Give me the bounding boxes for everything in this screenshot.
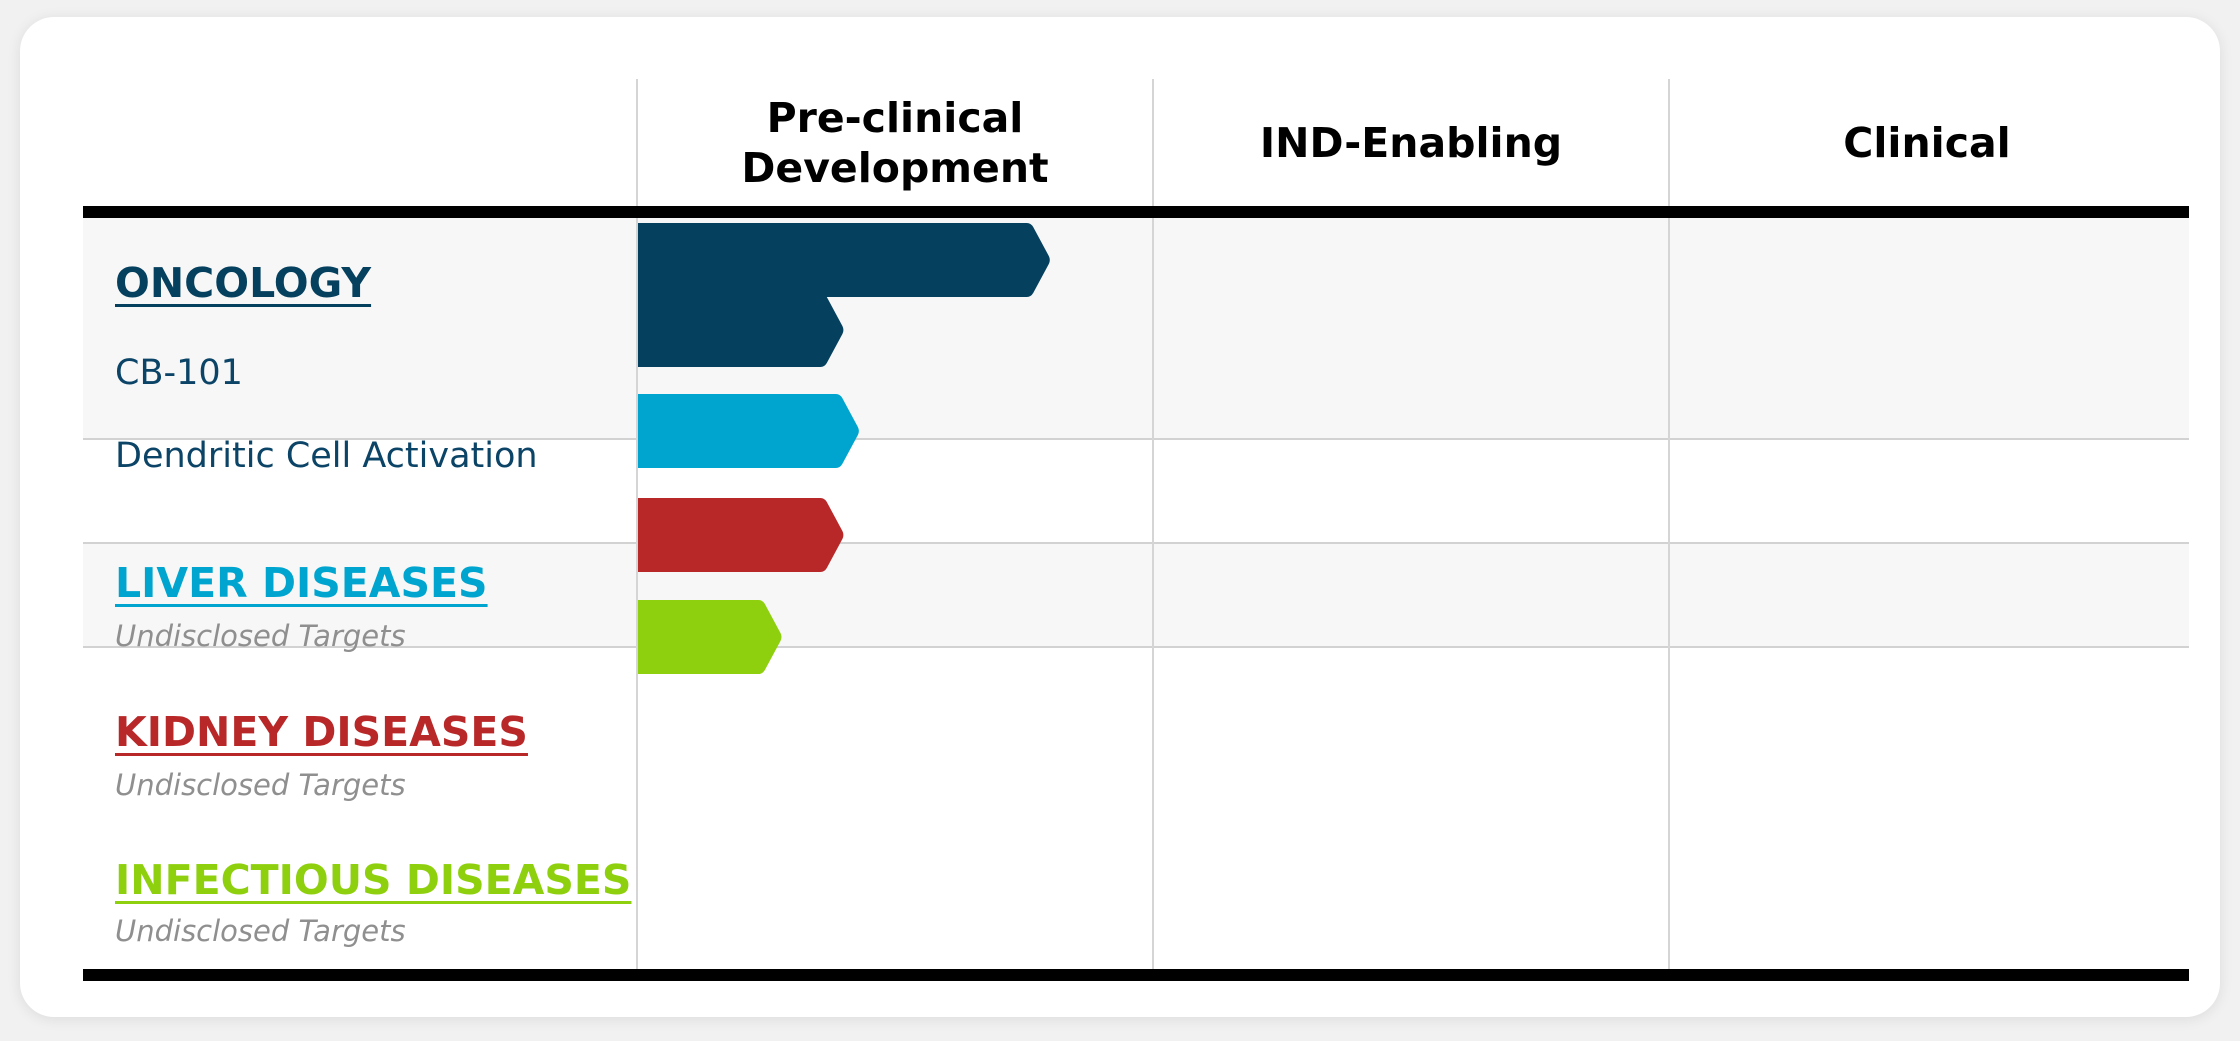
row-separator	[83, 646, 2189, 648]
pipeline-chart: Pre-clinical Development IND-Enabling Cl…	[83, 79, 2189, 981]
bottom-rule	[83, 969, 2189, 981]
category-title-infectious-diseases[interactable]: INFECTIOUS DISEASES	[115, 856, 632, 904]
program-label-cb-101: CB-101	[115, 353, 243, 393]
phase-divider	[636, 79, 638, 969]
program-label-dendritic-cell-activation: Dendritic Cell Activation	[115, 436, 538, 476]
phase-header-clinical: Clinical	[1843, 119, 2011, 167]
phase-divider	[1152, 79, 1154, 969]
oncology-row	[83, 217, 2189, 439]
pipeline-card: Pre-clinical Development IND-Enabling Cl…	[20, 17, 2220, 1017]
liver-subtitle: Undisclosed Targets	[115, 619, 406, 653]
phase-header-preclinical: Pre-clinical Development	[741, 94, 1049, 192]
phase-divider	[1668, 79, 1670, 969]
category-title-oncology[interactable]: ONCOLOGY	[115, 259, 372, 307]
kidney-row	[83, 544, 2189, 647]
phase-header-ind-enabling: IND-Enabling	[1259, 119, 1563, 167]
progress-bar-cb-101	[638, 223, 1050, 297]
row-separator	[83, 438, 2189, 440]
progress-bar-dendritic-cell-activation	[638, 293, 844, 367]
progress-bar-kidney-diseases	[638, 498, 844, 572]
header-rule	[83, 206, 2189, 218]
kidney-subtitle: Undisclosed Targets	[115, 768, 406, 802]
row-separator	[83, 542, 2189, 544]
progress-bars-layer	[638, 223, 1050, 674]
infectious-subtitle: Undisclosed Targets	[115, 914, 406, 948]
progress-bar-infectious-diseases	[638, 600, 782, 674]
category-title-liver-diseases[interactable]: LIVER DISEASES	[115, 559, 488, 607]
progress-bar-liver-diseases	[638, 394, 859, 468]
category-title-kidney-diseases[interactable]: KIDNEY DISEASES	[115, 708, 528, 756]
